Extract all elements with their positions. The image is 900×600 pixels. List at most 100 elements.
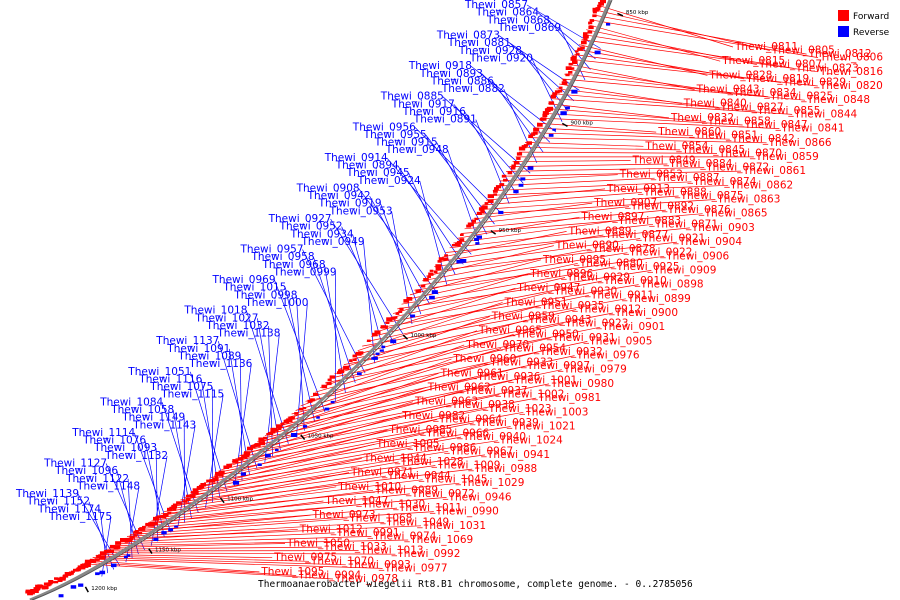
reverse-gene-label: Thewi_1032 <box>205 320 269 332</box>
forward-leader-line <box>397 270 652 310</box>
forward-gene-label: Thewi_0985 <box>388 424 452 436</box>
forward-leader-line <box>324 326 601 384</box>
reverse-leader-line <box>509 42 575 102</box>
forward-gene-arrow <box>406 297 413 301</box>
reverse-gene-arrow <box>324 407 330 411</box>
reverse-leader-line <box>125 486 140 563</box>
forward-gene-label: Thewi_0892 <box>630 201 694 213</box>
forward-gene-arrow <box>283 419 290 424</box>
forward-leader-line <box>418 252 628 286</box>
forward-gene-label: Thewi_0890 <box>555 240 619 252</box>
forward-gene-arrow <box>62 574 67 578</box>
forward-leader-line <box>471 202 593 220</box>
forward-gene-label: Thewi_1033 <box>323 541 387 553</box>
forward-leader-line <box>566 68 732 94</box>
forward-leader-line <box>536 122 657 133</box>
reverse-leader-line <box>363 241 376 364</box>
forward-gene-label: Thewi_0819 <box>745 73 809 85</box>
forward-gene-label: Thewi_0939 <box>475 417 539 429</box>
forward-gene-label: Thewi_0977 <box>384 562 448 574</box>
forward-gene-label: Thewi_0976 <box>576 350 640 362</box>
forward-leader-line <box>556 88 719 108</box>
reverse-gene-label: Thewi_1015 <box>222 282 286 294</box>
forward-gene-label: Thewi_0932 <box>539 346 603 358</box>
forward-leader-line <box>180 461 399 501</box>
reverse-leader-line <box>447 150 480 245</box>
forward-gene-label: Thewi_0975 <box>273 552 337 564</box>
forward-gene-arrow <box>268 431 274 435</box>
forward-gene-label: Thewi_0816 <box>819 66 883 78</box>
reverse-leader-line <box>77 493 121 566</box>
forward-leader-line <box>257 383 550 442</box>
reverse-gene-arrow <box>232 480 240 485</box>
forward-gene-arrow <box>206 479 210 482</box>
forward-gene-arrow <box>542 114 548 117</box>
reverse-gene-label: Thewi_0949 <box>301 236 365 248</box>
forward-leader-line <box>124 525 422 539</box>
forward-leader-line <box>305 341 588 402</box>
reverse-gene-label: Thewi_0948 <box>385 144 449 156</box>
forward-gene-label: Thewi_0805 <box>771 45 835 57</box>
gene-arrows <box>25 0 611 598</box>
forward-leader-line <box>295 348 502 411</box>
reverse-gene-arrow <box>330 400 335 404</box>
forward-gene-arrow <box>390 316 396 320</box>
kbp-tick-mark <box>300 434 306 440</box>
forward-gene-arrow <box>200 483 206 487</box>
forward-gene-arrow <box>59 576 66 581</box>
kbp-tick-label: 950 kbp <box>499 228 522 234</box>
forward-gene-label: Thewi_0829 <box>782 77 846 89</box>
reverse-gene-label: Thewi_0919 <box>318 198 382 210</box>
forward-gene-label: Thewi_0961 <box>440 367 504 379</box>
forward-gene-label: Thewi_0903 <box>691 222 755 234</box>
forward-gene-arrow <box>258 441 266 446</box>
reverse-gene-arrow <box>168 528 174 532</box>
forward-leader-line <box>246 394 500 451</box>
forward-gene-label: Thewi_0840 <box>683 98 747 110</box>
forward-gene-label: Thewi_0853 <box>619 169 683 181</box>
forward-gene-arrow <box>435 264 442 268</box>
forward-gene-label: Thewi_0911 <box>590 289 654 301</box>
forward-gene-label: Thewi_0962 <box>427 382 491 394</box>
reverse-leader-line <box>205 394 224 508</box>
forward-gene-arrow <box>561 81 568 85</box>
forward-gene-arrow <box>129 535 135 539</box>
forward-gene-label: Thewi_1023 <box>488 403 552 415</box>
forward-leader-line <box>235 404 450 460</box>
forward-gene-arrow <box>138 528 143 531</box>
reverse-gene-arrow <box>548 133 554 137</box>
forward-gene-label: Thewi_0866 <box>768 137 832 149</box>
forward-gene-arrow <box>599 0 606 4</box>
reverse-gene-label: Thewi_0882 <box>441 83 505 95</box>
forward-leader-line <box>193 447 412 491</box>
reverse-gene-arrow <box>316 416 320 419</box>
forward-gene-label: Thewi_0930 <box>553 286 617 298</box>
reverse-gene-label: Thewi_1138 <box>216 328 280 340</box>
forward-leader-line <box>261 380 513 439</box>
reverse-gene-arrow <box>518 183 524 187</box>
reverse-leader-line <box>397 165 464 265</box>
forward-gene-arrow <box>476 211 482 215</box>
forward-leader-line <box>590 19 819 58</box>
reverse-gene-arrow <box>456 259 463 264</box>
reverse-gene-label: Thewi_0999 <box>273 267 337 279</box>
forward-gene-label: Thewi_0993 <box>347 559 411 571</box>
reverse-gene-label: Thewi_0885 <box>380 91 444 103</box>
reverse-gene-label: Thewi_0945 <box>346 167 410 179</box>
reverse-gene-label: Thewi_0924 <box>357 175 421 187</box>
forward-gene-label: Thewi_0823 <box>795 62 859 74</box>
forward-gene-arrow <box>597 4 602 8</box>
forward-gene-label: Thewi_0982 <box>401 410 465 422</box>
reverse-gene-label: Thewi_0881 <box>447 37 511 49</box>
forward-leader-line <box>583 34 794 69</box>
forward-gene-arrow <box>192 490 199 495</box>
forward-leader-line <box>586 29 758 66</box>
forward-gene-arrow <box>153 516 160 521</box>
forward-gene-label: Thewi_0865 <box>704 208 768 220</box>
forward-gene-label: Thewi_0848 <box>806 94 870 106</box>
forward-gene-arrow <box>94 558 99 561</box>
forward-gene-label: Thewi_0842 <box>731 133 795 145</box>
forward-gene-label: Thewi_0905 <box>588 335 652 347</box>
reverse-gene-arrow <box>460 259 467 263</box>
reverse-gene-label: Thewi_0857 <box>464 0 528 11</box>
